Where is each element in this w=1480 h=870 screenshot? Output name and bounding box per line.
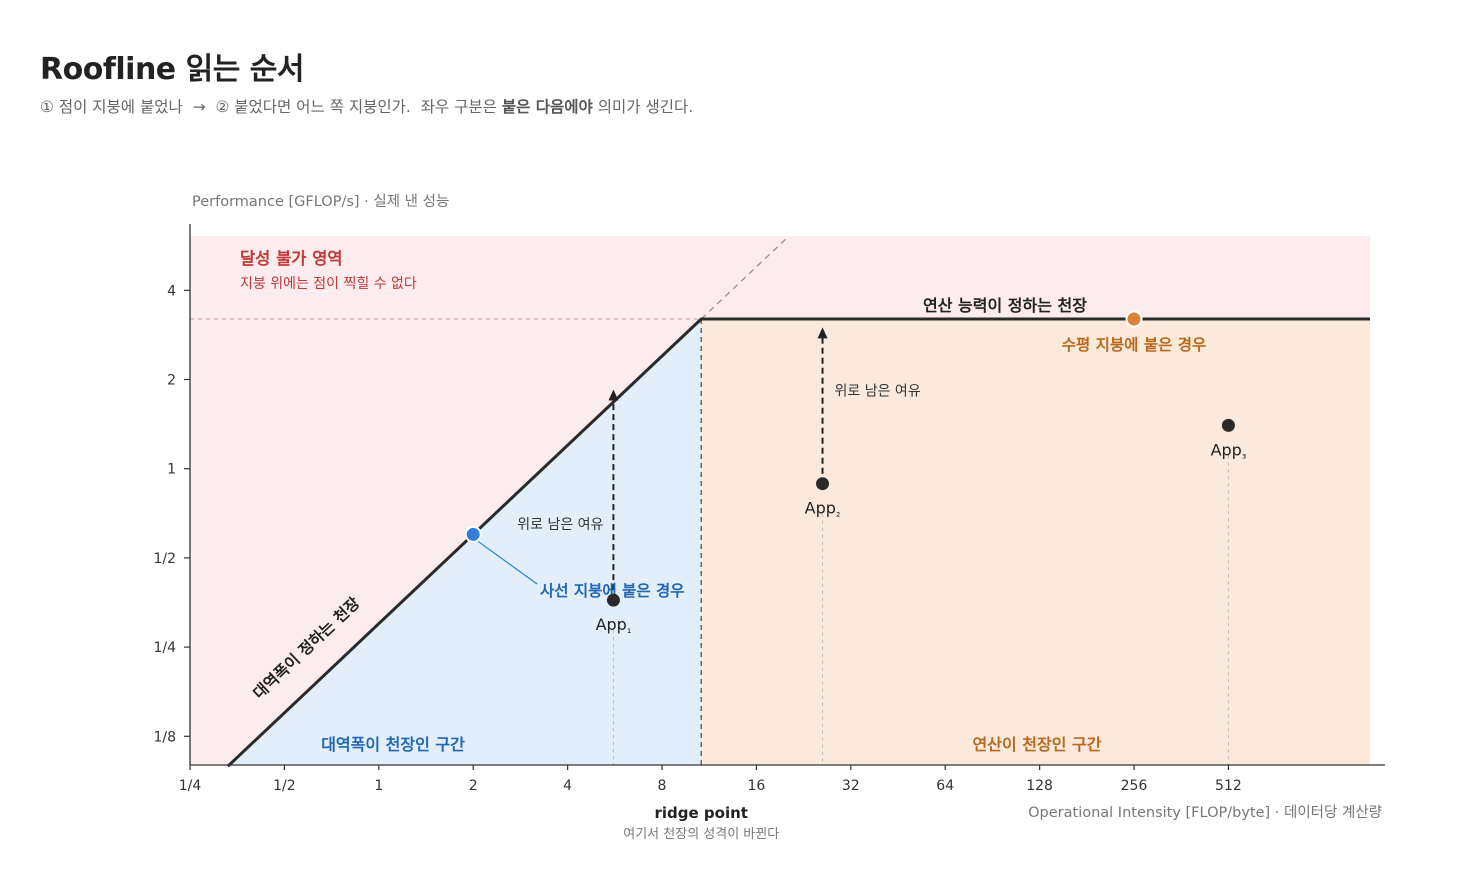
app3-label-sub: ₃ [1242, 448, 1246, 461]
y-tick-label: 1 [167, 462, 176, 478]
app1-label: App₁ [596, 615, 632, 636]
x-tick-label: 16 [747, 778, 765, 794]
y-tick-label: 1/4 [153, 640, 176, 656]
x-tick-label: 64 [936, 778, 954, 794]
x-tick-label: 2 [469, 778, 478, 794]
app1-label-sub: ₁ [627, 623, 631, 636]
roofline [226, 317, 1370, 768]
x-tick-label: 8 [658, 778, 667, 794]
x-tick-label: 32 [842, 778, 860, 794]
app1-headroom-arrowhead [608, 389, 619, 401]
memory-roof-point [464, 525, 482, 543]
app2-headroom-label: 위로 남은 여유 [835, 384, 921, 400]
app1-label-main: App [596, 615, 627, 634]
subtitle-text: ① 점이 지붕에 붙었나 → ② 붙었다면 어느 쪽 지붕인가. 좌우 구분은 [40, 98, 502, 116]
app2-label: App₂ [805, 499, 841, 520]
ridge-point-note: 여기서 천장의 성격이 바뀐다 [623, 827, 779, 842]
app2-label-sub: ₂ [836, 507, 840, 520]
page-subtitle: ① 점이 지붕에 붙었나 → ② 붙었다면 어느 쪽 지붕인가. 좌우 구분은 … [40, 95, 693, 117]
app3-label: App₃ [1211, 440, 1247, 461]
subtitle-text: 의미가 생긴다. [592, 98, 694, 116]
page-title: Roofline 읽는 순서 [40, 52, 304, 87]
compute-roof-point [1125, 310, 1143, 328]
x-tick-label: 512 [1215, 778, 1242, 794]
compute-roof-label: 연산 능력이 정하는 천장 [923, 296, 1087, 315]
x-tick-label: 128 [1026, 778, 1053, 794]
compute-bound-region-label: 연산이 천장인 구간 [973, 735, 1102, 754]
compute-roof-point-label: 수평 지붕에 붙은 경우 [1062, 336, 1207, 354]
x-tick-label: 1/4 [179, 778, 202, 794]
y-tick-label: 4 [167, 283, 176, 299]
x-tick-label: 256 [1121, 778, 1148, 794]
x-axis-label: Operational Intensity [FLOP/byte] · 데이터당… [1028, 804, 1382, 821]
app1-point [606, 593, 620, 607]
x-tick-label: 1 [374, 778, 383, 794]
app1-headroom-label: 위로 남은 여유 [517, 517, 603, 533]
app2-label-main: App [805, 499, 836, 518]
ridge-point-label: ridge point [655, 804, 748, 822]
x-tick-label: 4 [563, 778, 572, 794]
app3-label-main: App [1211, 440, 1242, 459]
unreachable-region-note: 지붕 위에는 점이 찍힐 수 없다 [240, 276, 417, 292]
memory-roof-point-label: 사선 지붕에 붙은 경우 [540, 582, 685, 600]
app2-point [816, 477, 830, 491]
x-tick-label: 1/2 [273, 778, 296, 794]
memory-roof-point-leader-line [477, 540, 538, 585]
app3-point [1221, 418, 1235, 432]
unreachable-region-label: 달성 불가 영역 [240, 248, 343, 268]
subtitle-emphasis: 붙은 다음에야 [501, 98, 593, 116]
compute-bound-region [701, 319, 1370, 765]
bandwidth-extension-line [700, 237, 788, 320]
app2-headroom-arrowhead [817, 327, 828, 339]
y-tick-label: 1/8 [153, 729, 176, 745]
y-tick-label: 2 [167, 372, 176, 388]
memory-bound-region-label: 대역폭이 천장인 구간 [321, 735, 465, 754]
y-axis-label: Performance [GFLOP/s] · 실제 낸 성능 [192, 193, 449, 210]
y-tick-label: 1/2 [153, 551, 176, 567]
